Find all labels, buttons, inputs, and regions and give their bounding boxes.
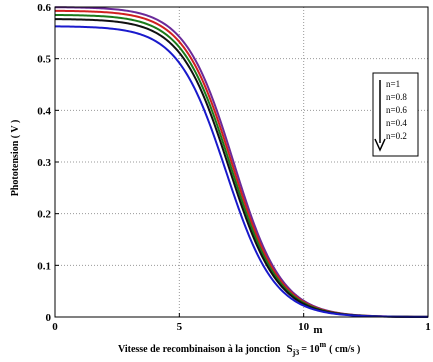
y-tick-label-0: 0 [46, 312, 52, 324]
series-line-1 [54, 9, 429, 318]
series-line-4 [54, 25, 428, 318]
x-tick-label-0: 0 [52, 321, 58, 333]
y-tick-label-3: 0.3 [37, 157, 51, 169]
x-tick-label-1: 5 [177, 321, 183, 333]
series-lines [54, 6, 429, 318]
x-axis-title-main: Vitesse de recombinaison à la jonction [118, 344, 281, 355]
legend-arrow-head [374, 138, 386, 152]
y-axis-title: Phototension ( V ) [10, 120, 21, 197]
x-axis-unit: ( cm/s ) [329, 344, 360, 355]
y-tick-label-1: 0.1 [37, 260, 51, 272]
legend-label-n08: n=0.8 [386, 92, 407, 102]
legend: n=1 n=0.8 n=0.6 n=0.4 n=0.2 [372, 72, 419, 157]
grid [55, 6, 428, 317]
legend-label-n1: n=1 [386, 79, 400, 89]
x-tick-label-2: 10 [298, 321, 310, 333]
y-tick-label-6: 0.6 [37, 2, 51, 14]
x-axis-equals: = 10 [301, 344, 319, 355]
legend-label-n06: n=0.6 [386, 105, 407, 115]
x-axis-marker: m [313, 324, 322, 336]
series-line-3 [54, 18, 429, 318]
legend-label-n02: n=0.2 [386, 131, 407, 141]
x-axis-symbol: S [287, 343, 293, 355]
legend-label-n04: n=0.4 [386, 118, 407, 128]
series-line-2 [54, 13, 428, 318]
x-axis-symbol-sub: j3 [292, 348, 300, 357]
axis-ticks: 0 5 10 100.10.20.30.40.50.6 [37, 2, 431, 333]
y-tick-label-2: 0.2 [37, 209, 51, 221]
x-axis-exponent: m [320, 340, 327, 349]
y-tick-label-5: 0.5 [37, 54, 51, 66]
x-axis-title: Vitesse de recombinaison à la jonction Sj… [118, 340, 360, 357]
y-tick-label-4: 0.4 [37, 105, 51, 117]
x-tick-label-3: 1 [425, 321, 431, 333]
